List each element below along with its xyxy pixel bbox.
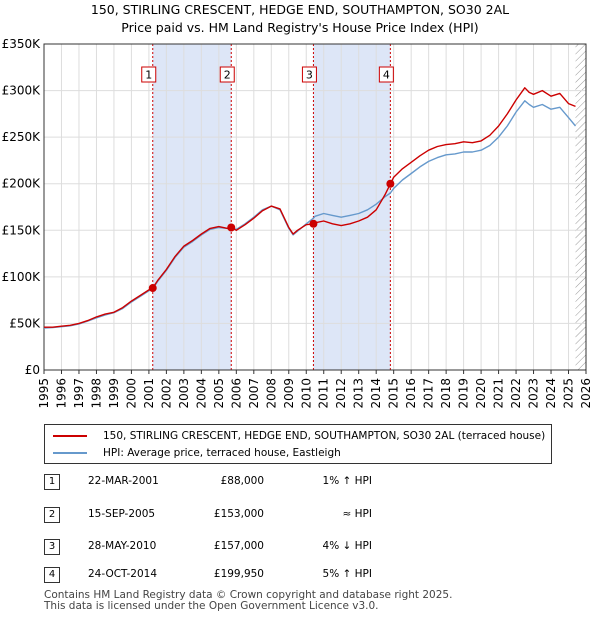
y-tick-label: £200K: [2, 177, 42, 191]
sale-marker-box: [219, 66, 235, 83]
sale-point: [148, 284, 157, 293]
y-tick-label: £100K: [2, 270, 42, 284]
sale-hpi-comparison: 1% ↑ HPI: [322, 475, 372, 487]
x-tick-label: 2013: [352, 378, 366, 409]
footer-licence: This data is licensed under the Open Gov…: [44, 600, 379, 612]
x-tick-label: 1995: [37, 378, 51, 409]
hpi-line-swatch: [53, 452, 87, 454]
sale-point: [386, 179, 395, 188]
x-tick-label: 2003: [177, 378, 191, 409]
x-tick-label: 2001: [142, 378, 156, 409]
x-tick-label: 2018: [439, 378, 453, 409]
sale-number-badge: 3: [44, 539, 60, 555]
future-hatch-area: [575, 44, 586, 370]
legend-item-property: 150, STIRLING CRESCENT, HEDGE END, SOUTH…: [53, 428, 545, 444]
x-tick-label: 2000: [124, 378, 138, 409]
sale-date: 22-MAR-2001: [88, 475, 159, 487]
y-tick-label: £0: [25, 363, 40, 377]
x-tick-label: 2015: [387, 378, 401, 409]
x-tick-label: 2012: [334, 378, 348, 409]
plot-frame: [43, 43, 587, 371]
table-row: 2 15-SEP-2005 £153,000 ≈ HPI: [44, 505, 564, 525]
x-tick-label: 2022: [509, 378, 523, 409]
hpi-line: [43, 100, 577, 329]
x-tick-label: 2011: [317, 378, 331, 409]
sale-price: £157,000: [213, 540, 264, 552]
sale-price: £153,000: [213, 508, 264, 520]
x-tick-label: 2019: [457, 378, 471, 409]
shaded-period: [152, 44, 232, 370]
x-tick-label: 2025: [562, 378, 576, 409]
y-tick-label: £300K: [2, 84, 42, 98]
property-line-swatch: [53, 435, 87, 437]
sale-hpi-comparison: 5% ↑ HPI: [322, 568, 372, 580]
y-tick-label: £50K: [9, 316, 41, 330]
x-tick-label: 2007: [247, 378, 261, 409]
sale-point: [309, 219, 318, 228]
y-tick-label: £250K: [2, 130, 42, 144]
sale-number-badge: 2: [44, 507, 60, 523]
legend-hpi-label: HPI: Average price, terraced house, East…: [103, 447, 341, 459]
sale-marker-box: [141, 66, 157, 83]
sale-marker-label: 4: [383, 69, 390, 82]
sale-date: 28-MAY-2010: [88, 540, 157, 552]
legend-item-hpi: HPI: Average price, terraced house, East…: [53, 445, 341, 461]
shaded-period: [313, 44, 391, 370]
footer: Contains HM Land Registry data © Crown c…: [44, 590, 452, 612]
x-tick-label: 2008: [264, 378, 278, 409]
sale-date: 24-OCT-2014: [88, 568, 157, 580]
footer-copyright: Contains HM Land Registry data © Crown c…: [44, 589, 453, 601]
x-tick-label: 2017: [422, 378, 436, 409]
x-tick-label: 2006: [229, 378, 243, 409]
x-tick-label: 2026: [579, 378, 593, 409]
y-tick-label: £350K: [2, 37, 42, 51]
sale-number-badge: 1: [44, 474, 60, 490]
x-tick-label: 2016: [404, 378, 418, 409]
sale-price: £199,950: [213, 568, 264, 580]
chart-title: 150, STIRLING CRESCENT, HEDGE END, SOUTH…: [90, 2, 510, 17]
legend-property-label: 150, STIRLING CRESCENT, HEDGE END, SOUTH…: [103, 430, 546, 442]
x-tick-label: 1997: [72, 378, 86, 409]
sale-date: 15-SEP-2005: [88, 508, 156, 520]
sale-marker-box: [378, 66, 394, 83]
x-tick-label: 2005: [212, 378, 226, 409]
x-tick-label: 1998: [89, 378, 103, 409]
x-tick-label: 2009: [282, 378, 296, 409]
sale-marker-box: [301, 66, 317, 83]
x-tick-label: 2014: [369, 378, 383, 409]
legend: 150, STIRLING CRESCENT, HEDGE END, SOUTH…: [44, 424, 552, 464]
sale-marker-label: 2: [224, 69, 231, 82]
price-chart: £0 £50K £100K £150K £200K £250K £300K £350K 1995…: [2, 37, 593, 409]
x-tick-label: 2002: [159, 378, 173, 409]
table-row: 4 24-OCT-2014 £199,950 5% ↑ HPI: [44, 565, 564, 585]
chart-subtitle: Price paid vs. HM Land Registry's House …: [121, 20, 479, 35]
x-tick-label: 2020: [474, 378, 488, 409]
x-tick-label: 2024: [544, 378, 558, 409]
y-tick-label: £150K: [2, 223, 42, 237]
x-tick-label: 2023: [527, 378, 541, 409]
table-row: 3 28-MAY-2010 £157,000 4% ↓ HPI: [44, 537, 564, 557]
x-tick-label: 2010: [299, 378, 313, 409]
sale-price: £88,000: [220, 475, 264, 487]
sale-marker-label: 1: [145, 69, 152, 82]
x-tick-label: 2004: [194, 378, 208, 409]
x-tick-label: 1999: [107, 378, 121, 409]
sale-number-badge: 4: [44, 567, 60, 583]
sale-hpi-comparison: 4% ↓ HPI: [322, 540, 372, 552]
sale-point: [227, 223, 236, 232]
sale-marker-label: 3: [306, 69, 313, 82]
x-tick-label: 2021: [492, 378, 506, 409]
table-row: 1 22-MAR-2001 £88,000 1% ↑ HPI: [44, 472, 564, 492]
x-tick-label: 1996: [54, 378, 68, 409]
sale-hpi-comparison: ≈ HPI: [342, 508, 372, 520]
